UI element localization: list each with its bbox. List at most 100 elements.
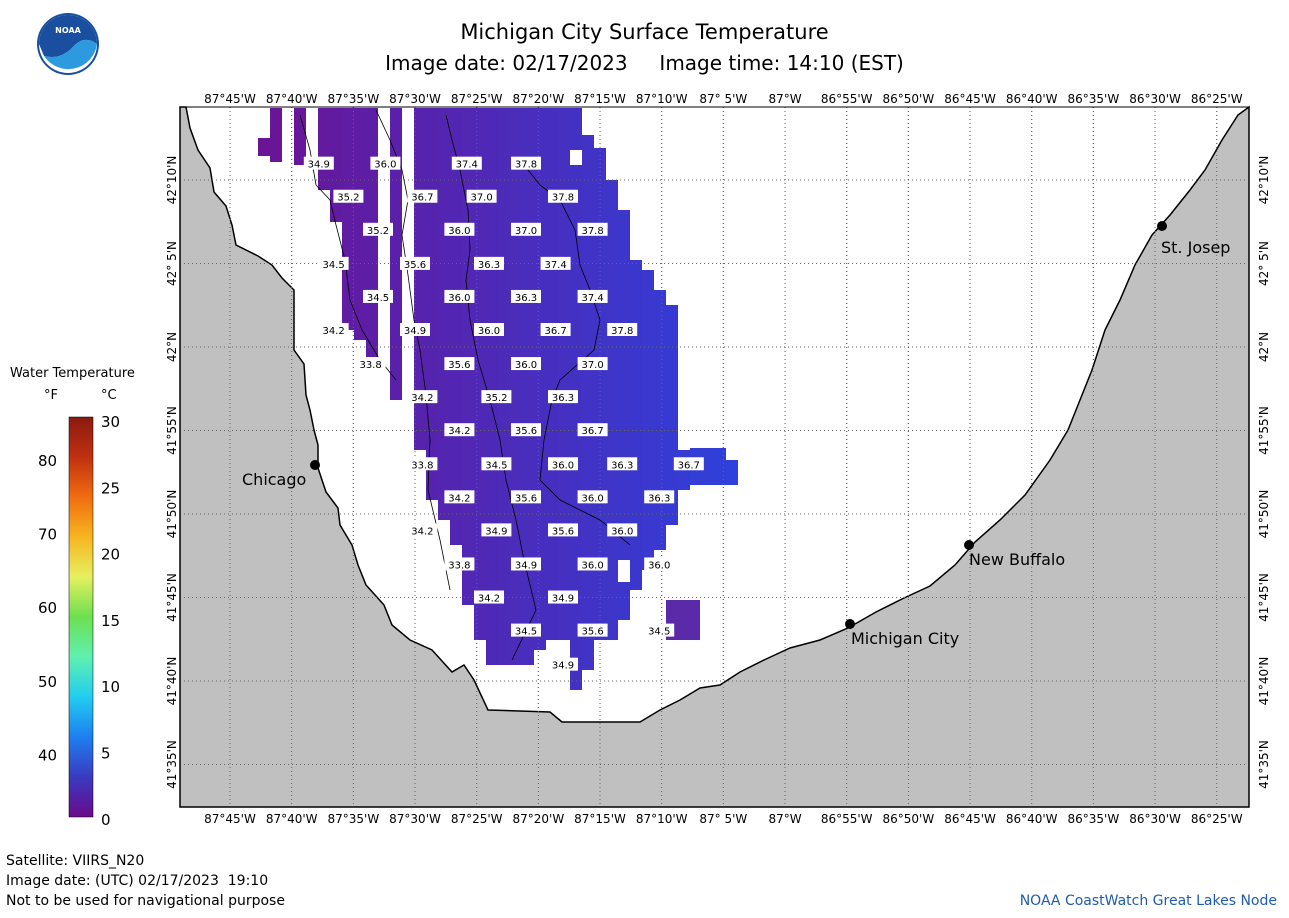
temperature-label: 35.6 (404, 260, 426, 271)
temperature-label: 36.7 (581, 426, 603, 437)
image-date: 02/17/2023 (512, 51, 628, 75)
temperature-label: 36.0 (648, 560, 670, 571)
footer-satellite: Satellite: VIIRS_N20 (6, 853, 145, 869)
lon-label: 86°40'W (1006, 812, 1058, 826)
temperature-label: 37.8 (581, 226, 603, 237)
temperature-label: 35.2 (485, 393, 507, 404)
temperature-label: 37.4 (456, 160, 478, 171)
legend-c-tick: 15 (101, 612, 120, 630)
temperature-label: 34.2 (411, 526, 433, 537)
temperature-label: 36.7 (544, 326, 566, 337)
legend-f-tick: 40 (38, 746, 57, 764)
temperature-label: 37.0 (581, 360, 603, 371)
temperature-label: 35.6 (581, 627, 603, 638)
city-marker-icon (1157, 221, 1167, 231)
legend-title: Water Temperature (10, 366, 135, 381)
temperature-label: 34.9 (552, 661, 574, 672)
temperature-label: 34.9 (515, 560, 537, 571)
temperature-label: 36.0 (515, 360, 537, 371)
lon-label: 87°25'W (451, 812, 503, 826)
temperature-label: 34.9 (308, 160, 330, 171)
legend-c-tick: 0 (101, 811, 111, 829)
lon-label: 87° 5'W (699, 812, 747, 826)
temperature-label: 35.2 (337, 193, 359, 204)
lon-label: 86°30'W (1129, 92, 1181, 106)
lat-label: 42° 5'N (1257, 241, 1271, 286)
legend-unit-c: °C (101, 388, 117, 403)
temperature-label: 34.5 (485, 460, 507, 471)
city-marker-icon (964, 540, 974, 550)
temperature-label: 37.8 (552, 193, 574, 204)
footer-utc-date: Image date: (UTC) 02/17/2023 19:10 (6, 873, 269, 889)
lat-label: 41°55'N (165, 406, 179, 455)
lon-label: 87°15'W (574, 812, 626, 826)
lon-label: 87°45'W (204, 812, 256, 826)
page-title: Michigan City Surface Temperature (460, 20, 829, 44)
temperature-label: 34.2 (448, 426, 470, 437)
lat-label: 41°45'N (1257, 573, 1271, 622)
temperature-label: 36.0 (478, 326, 500, 337)
lon-label: 87°25'W (451, 92, 503, 106)
temperature-label: 35.6 (515, 493, 537, 504)
lon-label: 86°25'W (1191, 812, 1243, 826)
logo-text: NOAA (55, 26, 81, 35)
temperature-label: 36.3 (648, 493, 670, 504)
lon-label: 87°40'W (266, 812, 318, 826)
temperature-label: 34.2 (411, 393, 433, 404)
lat-label: 41°50'N (165, 490, 179, 539)
lat-label: 41°40'N (1257, 657, 1271, 706)
temperature-labels: 34.9 36.0 37.4 37.8 35.2 36.7 37.0 37.8 35.2 36.0… (303, 156, 704, 672)
city-label: St. Josep (1161, 238, 1230, 257)
temperature-label: 34.9 (404, 326, 426, 337)
temperature-label: 36.3 (611, 460, 633, 471)
cities: Chicago St. Josep New Buffalo Michigan City (242, 221, 1230, 648)
lon-label: 87°30'W (389, 92, 441, 106)
temperature-label: 36.0 (448, 293, 470, 304)
lat-label: 41°40'N (165, 657, 179, 706)
lon-label: 86°45'W (944, 92, 996, 106)
lat-label: 42°N (165, 332, 179, 362)
temperature-label: 37.0 (470, 193, 492, 204)
temperature-label: 37.4 (544, 260, 566, 271)
temperature-label: 33.8 (411, 460, 433, 471)
legend-c-tick: 5 (101, 745, 111, 763)
city-label: Michigan City (851, 629, 959, 648)
temperature-label: 36.3 (478, 260, 500, 271)
image-time-label: Image time: (659, 51, 781, 75)
lon-label: 87° 5'W (699, 92, 747, 106)
legend-f-tick: 80 (38, 452, 57, 470)
temperature-label: 34.9 (552, 594, 574, 605)
noaa-logo-icon: NOAA (37, 13, 99, 75)
temperature-label: 34.2 (322, 326, 344, 337)
lat-label: 41°55'N (1257, 406, 1271, 455)
lat-label: 42°10'N (165, 156, 179, 205)
legend-c-tick: 10 (101, 678, 120, 696)
temperature-label: 37.8 (611, 326, 633, 337)
legend-c-tick: 30 (101, 413, 120, 431)
lon-label: 86°55'W (821, 812, 873, 826)
legend-f-tick: 50 (38, 673, 57, 691)
temperature-label: 36.0 (374, 160, 396, 171)
axis-labels: 87°45'W 87°45'W 87°40'W 87°40'W 87°35'W 87°35… (165, 92, 1271, 826)
lon-label: 86°25'W (1191, 92, 1243, 106)
lon-label: 86°55'W (821, 92, 873, 106)
lon-label: 86°35'W (1068, 812, 1120, 826)
lon-label: 87°10'W (636, 812, 688, 826)
lon-label: 87°40'W (266, 92, 318, 106)
lat-label: 41°50'N (1257, 490, 1271, 539)
lon-label: 87°10'W (636, 92, 688, 106)
temperature-label: 34.5 (648, 627, 670, 638)
lon-label: 87°35'W (327, 812, 379, 826)
temperature-label: 34.5 (367, 293, 389, 304)
lat-label: 42° 5'N (165, 241, 179, 286)
temperature-label: 34.2 (478, 594, 500, 605)
temperature-label: 33.8 (448, 560, 470, 571)
temperature-label: 36.7 (678, 460, 700, 471)
lat-label: 41°35'N (1257, 740, 1271, 789)
lon-label: 86°50'W (883, 92, 935, 106)
lat-label: 41°35'N (165, 740, 179, 789)
temperature-label: 36.0 (581, 493, 603, 504)
temperature-label: 36.0 (581, 560, 603, 571)
lon-label: 86°40'W (1006, 92, 1058, 106)
